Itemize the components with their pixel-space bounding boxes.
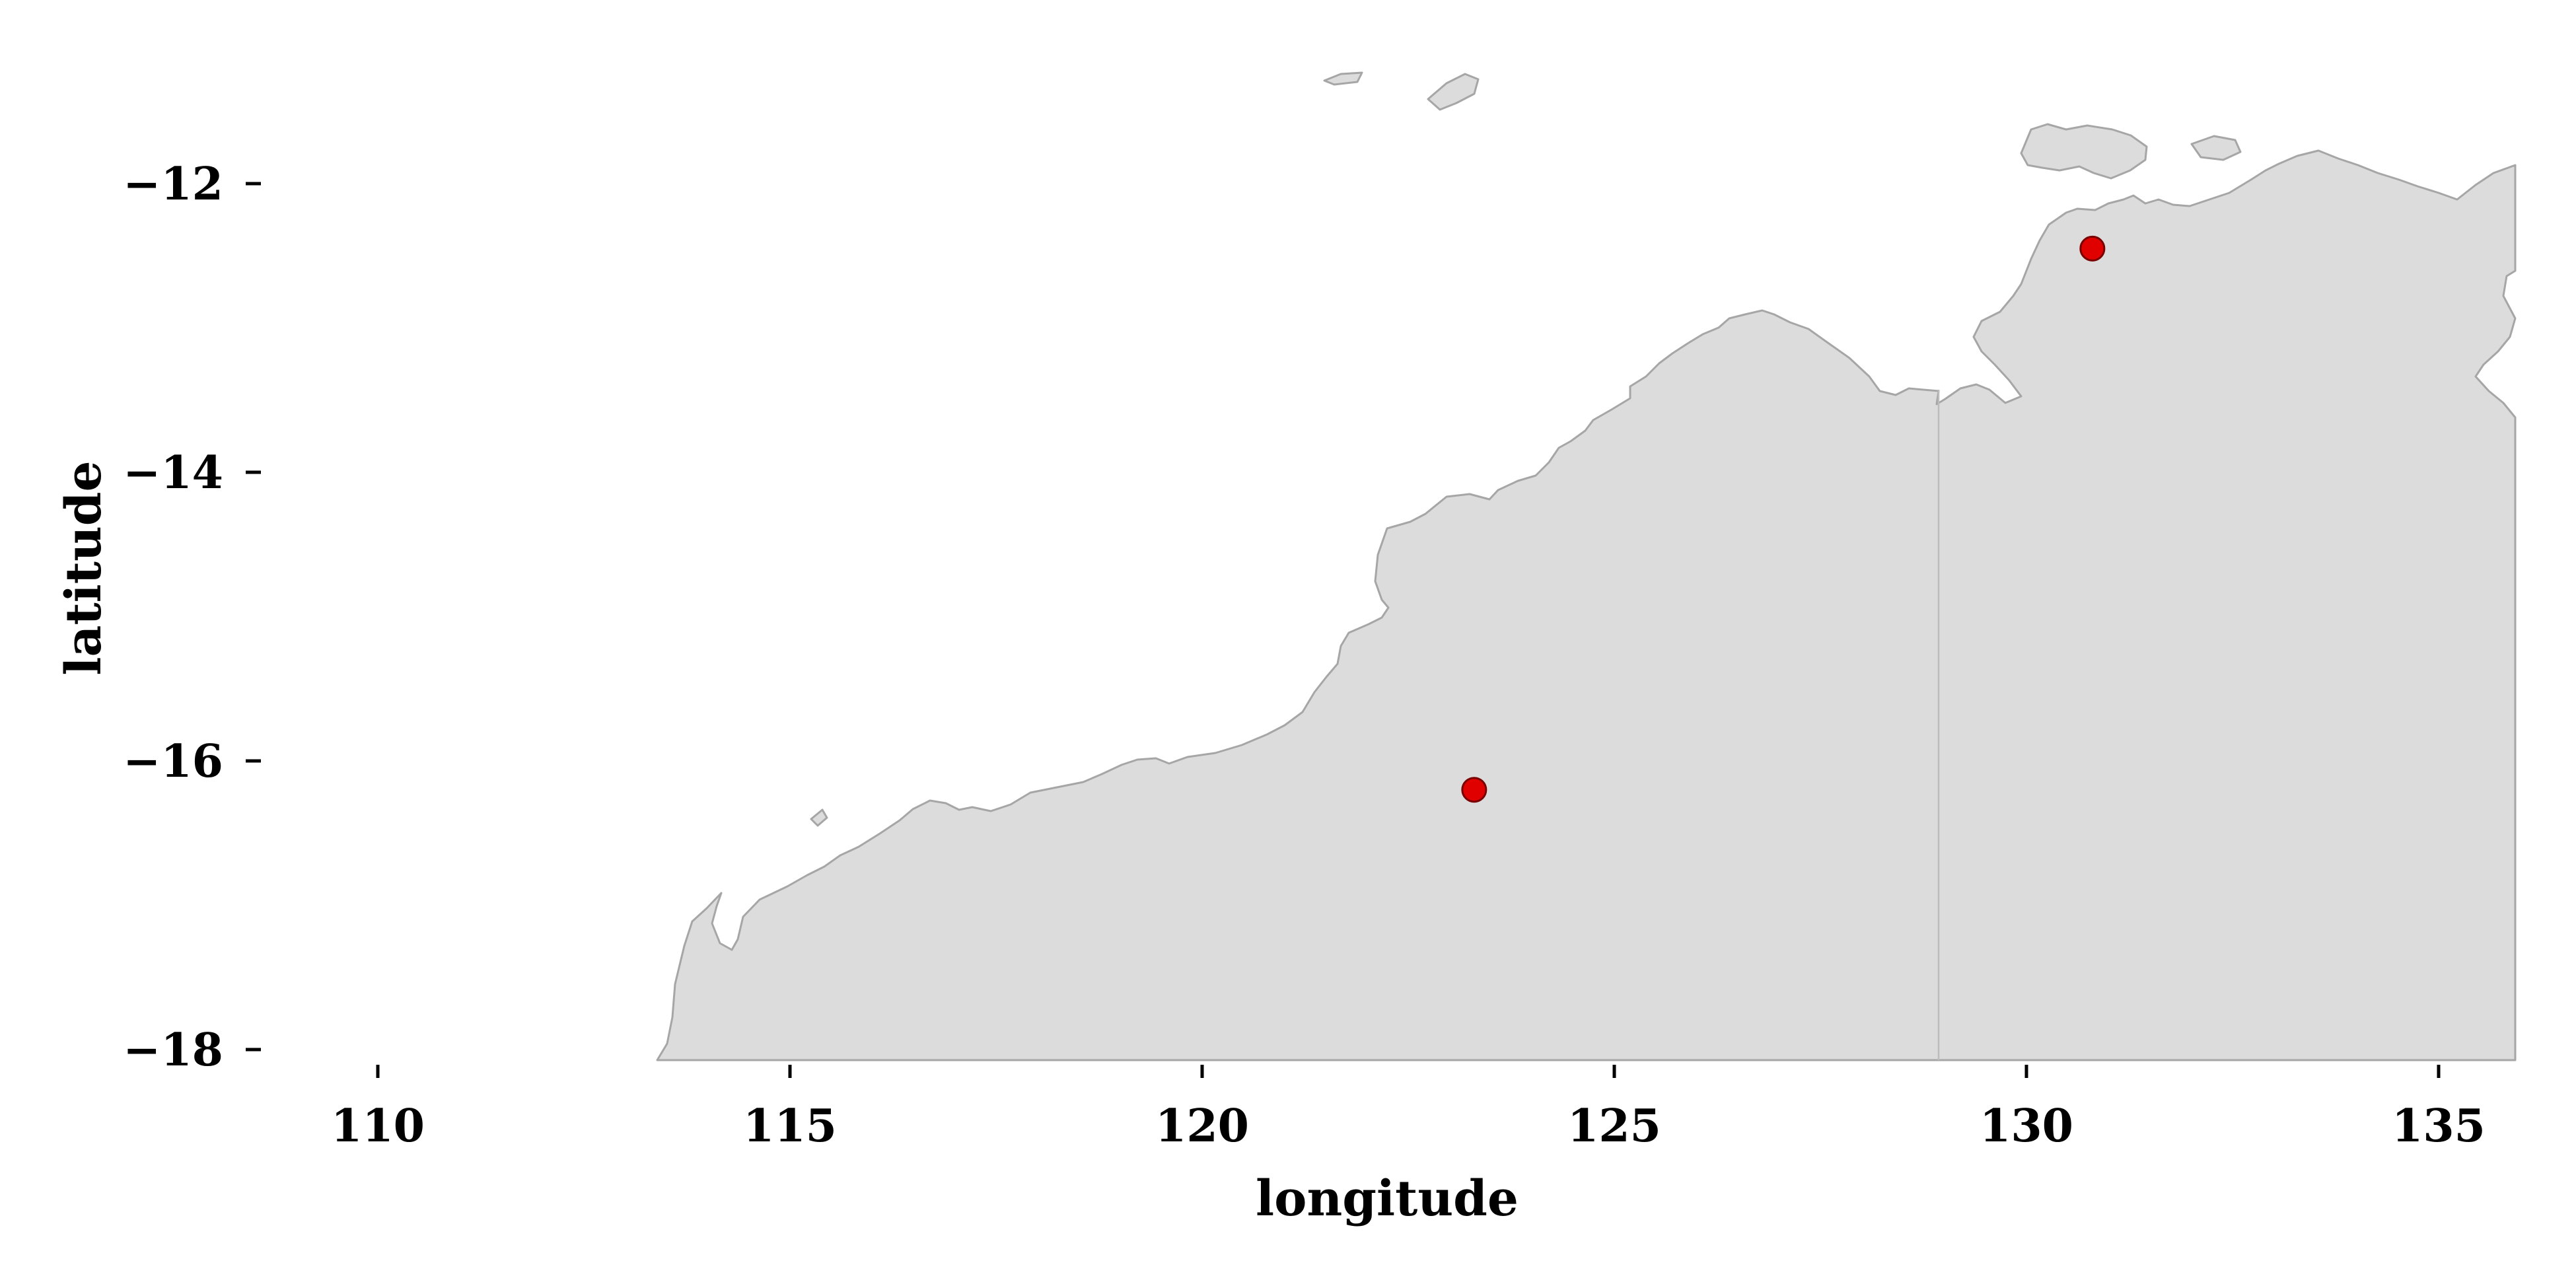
site-marker-point	[2079, 235, 2106, 262]
bathurst-island	[2190, 135, 2242, 161]
map-plot-area	[656, 71, 2517, 1061]
x-axis: 110 115 120 125 130 135	[331, 1065, 2486, 1153]
x-tick-label: 130	[1980, 1100, 2073, 1153]
australia-landmass	[656, 149, 2517, 1061]
x-tick-label: 120	[1155, 1100, 1249, 1153]
barrow-island	[810, 808, 828, 827]
x-axis-title: longitude	[1256, 1170, 1519, 1227]
site-markers	[1461, 235, 2106, 803]
cartier-island	[1323, 71, 1363, 86]
y-axis: −12−14−16−18−20−22−24	[123, 158, 261, 1077]
y-tick-label: −18	[123, 1024, 223, 1077]
x-tick-label: 135	[2392, 1100, 2486, 1153]
site-marker-point	[1461, 777, 1487, 803]
x-tick-label: 110	[331, 1100, 425, 1153]
y-tick-label: −14	[123, 447, 223, 499]
y-tick-label: −16	[123, 735, 223, 788]
x-tick-label: 125	[1567, 1100, 1661, 1153]
x-tick-label: 115	[743, 1100, 837, 1153]
y-axis-title: latitude	[55, 460, 112, 675]
melville-island	[2020, 123, 2148, 180]
y-tick-label: −12	[123, 158, 223, 211]
ashmore-reef-island	[1427, 73, 1480, 111]
